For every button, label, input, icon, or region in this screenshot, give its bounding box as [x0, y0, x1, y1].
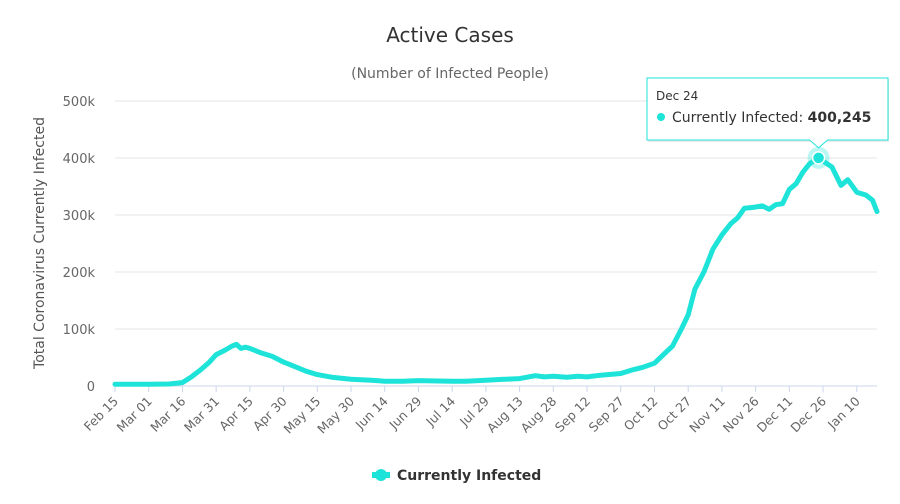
- tooltip: Dec 24 Currently Infected: 400,245: [646, 77, 889, 169]
- tooltip-date: Dec 24: [656, 89, 698, 103]
- y-tick-label: 300k: [63, 209, 96, 224]
- tooltip-box: [646, 77, 889, 149]
- x-tick-label: Dec 26: [787, 393, 829, 435]
- legend-marker-icon: [375, 469, 387, 481]
- y-tick-label: 100k: [63, 323, 96, 338]
- chart-subtitle: (Number of Infected People): [351, 66, 549, 82]
- x-tick-label: Mar 01: [113, 394, 154, 435]
- x-tick-label: Apr 15: [216, 394, 256, 434]
- x-tick-label: Oct 12: [621, 394, 661, 434]
- legend[interactable]: Currently Infected: [372, 468, 541, 484]
- x-tick-label: Aug 28: [518, 393, 560, 435]
- x-tick-label: Nov 26: [720, 393, 762, 435]
- x-tick-label: Aug 13: [484, 394, 526, 436]
- x-tick-label: Mar 31: [181, 394, 222, 435]
- tooltip-series: Currently Infected: 400,245: [672, 110, 871, 126]
- x-tick-label: Sep 12: [552, 394, 593, 435]
- x-tick-label: May 30: [314, 393, 357, 436]
- x-tick-label: Nov 11: [686, 394, 728, 436]
- y-tick-label: 0: [87, 380, 95, 395]
- hover-point[interactable]: [811, 151, 826, 165]
- tooltip-value: 400,245: [808, 110, 872, 126]
- x-tick-label: Jul 14: [422, 393, 458, 429]
- tooltip-marker-icon: [657, 113, 665, 121]
- x-tick-label: Jan 10: [824, 393, 863, 432]
- x-tick-label: Jun 29: [385, 393, 424, 432]
- series-line-currently-infected[interactable]: [112, 155, 880, 387]
- y-tick-label: 400k: [63, 152, 96, 167]
- plot-area: [112, 155, 880, 387]
- x-tick-label: Jun 14: [352, 393, 391, 432]
- x-tick-label: Mar 16: [147, 393, 188, 434]
- y-axis-label: Total Coronavirus Currently Infected: [32, 117, 48, 370]
- y-tick-label: 200k: [63, 266, 96, 281]
- x-tick-label: Sep 27: [586, 394, 627, 435]
- y-tick-label: 500k: [63, 95, 96, 110]
- x-tick-label: Feb 15: [81, 394, 121, 434]
- grid: [115, 100, 877, 387]
- chart-title: Active Cases: [386, 23, 514, 47]
- y-axis: 0 100k 200k 300k 400k 500k: [63, 95, 96, 395]
- x-tick-label: Dec 11: [754, 394, 796, 436]
- legend-item-label[interactable]: Currently Infected: [397, 468, 541, 484]
